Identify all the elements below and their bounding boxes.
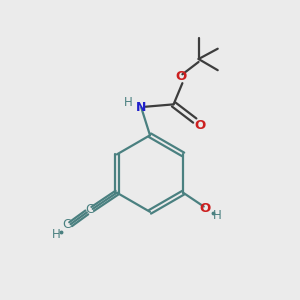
Text: O: O xyxy=(194,119,206,132)
Text: C: C xyxy=(63,218,71,231)
Text: H: H xyxy=(124,95,132,109)
Text: N: N xyxy=(136,101,146,114)
Text: H: H xyxy=(213,209,222,222)
Text: C: C xyxy=(85,203,94,216)
Text: O: O xyxy=(175,70,187,83)
Text: H: H xyxy=(52,228,61,241)
Text: O: O xyxy=(200,202,211,215)
